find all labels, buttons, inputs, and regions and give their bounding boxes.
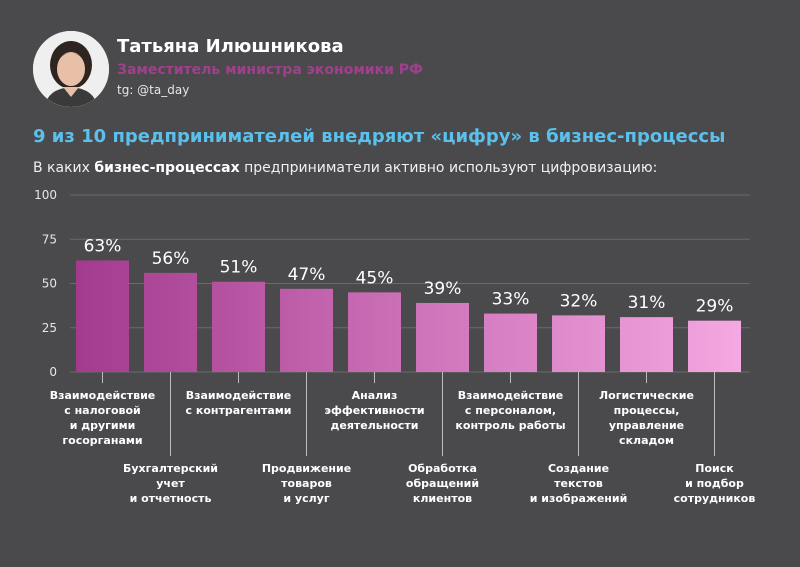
category-label: Взаимодействие с персоналом, контроль рабо… bbox=[455, 389, 565, 432]
y-tick-label: 100 bbox=[34, 188, 57, 202]
category-label: Создание текстов и изображений bbox=[530, 462, 628, 505]
category-label-line: учет bbox=[156, 477, 185, 490]
category-label: Анализ эффективности деятельности bbox=[324, 389, 424, 432]
category-label: Обработка обращений клиентов bbox=[406, 462, 479, 505]
category-label-line: Обработка bbox=[408, 462, 477, 475]
subtitle-text-start: В каких bbox=[33, 160, 95, 176]
author-photo bbox=[33, 31, 109, 107]
category-label: Поиск и подбор сотрудников bbox=[674, 462, 756, 505]
bar bbox=[280, 288, 333, 372]
category-label-line: Анализ bbox=[352, 389, 398, 402]
bar bbox=[348, 292, 401, 372]
category-label-line: складом bbox=[619, 434, 674, 447]
subtitle-text-bold: бизнес-процессах bbox=[94, 160, 240, 176]
category-label-line: деятельности bbox=[330, 419, 418, 432]
category-label-line: и другими bbox=[70, 419, 136, 432]
category-label: Бухгалтерский учет и отчетность bbox=[123, 462, 218, 505]
category-label-line: Продвижение bbox=[262, 462, 351, 475]
category-label-line: процессы, bbox=[614, 404, 680, 417]
author-avatar bbox=[33, 31, 109, 107]
chart-bars bbox=[76, 260, 741, 372]
category-label-line: клиентов bbox=[413, 492, 472, 505]
category-label-line: и отчетность bbox=[130, 492, 212, 505]
bar-value-label: 45% bbox=[356, 268, 394, 288]
bar-value-label: 31% bbox=[628, 293, 666, 313]
category-label-line: сотрудников bbox=[674, 492, 756, 505]
category-label-line: Взаимодействие bbox=[458, 389, 564, 402]
author-role: Заместитель министра экономики РФ bbox=[117, 62, 423, 78]
bar-value-label: 63% bbox=[84, 236, 122, 256]
category-label-line: Поиск bbox=[695, 462, 734, 475]
bar bbox=[416, 302, 469, 372]
bar-value-label: 39% bbox=[424, 279, 462, 299]
category-label-line: госорганами bbox=[62, 434, 142, 447]
author-header: Татьяна Илюшникова Заместитель министра … bbox=[0, 0, 800, 120]
category-label-line: Логистические bbox=[599, 389, 694, 402]
y-tick-label: 75 bbox=[42, 232, 57, 246]
category-label-line: с налоговой bbox=[64, 404, 141, 417]
bar-value-label: 51% bbox=[220, 258, 258, 278]
category-label-line: и подбор bbox=[685, 477, 744, 490]
bar bbox=[688, 320, 741, 372]
chart-title: 9 из 10 предпринимателей внедряют «цифру… bbox=[33, 126, 726, 147]
category-label-line: управление bbox=[609, 419, 684, 432]
bar-value-label: 29% bbox=[696, 297, 734, 317]
bar-value-label: 56% bbox=[152, 249, 190, 269]
category-label-line: Взаимодействие bbox=[186, 389, 292, 402]
category-label-line: товаров bbox=[281, 477, 332, 490]
bar bbox=[76, 260, 129, 372]
chart-subtitle: В каких бизнес-процессах предприниматели… bbox=[33, 160, 657, 176]
y-tick-label: 50 bbox=[42, 277, 57, 291]
category-label-line: текстов bbox=[554, 477, 603, 490]
category-label: Продвижение товаров и услуг bbox=[262, 462, 351, 505]
category-label-line: Взаимодействие bbox=[50, 389, 156, 402]
y-tick-label: 25 bbox=[42, 321, 57, 335]
y-tick-label: 0 bbox=[49, 365, 57, 379]
bar bbox=[212, 281, 265, 372]
bar bbox=[620, 317, 673, 372]
category-label-line: Создание bbox=[548, 462, 609, 475]
category-label: Взаимодействие с налоговой и другими госорг… bbox=[50, 389, 156, 447]
bar-value-label: 47% bbox=[288, 265, 326, 285]
category-label-line: эффективности bbox=[324, 404, 424, 417]
category-label-line: с контрагентами bbox=[186, 404, 292, 417]
category-label-line: Бухгалтерский bbox=[123, 462, 218, 475]
category-label: Логистические процессы, управление складом bbox=[599, 389, 694, 447]
bar-value-label: 32% bbox=[560, 291, 598, 311]
category-label-line: контроль работы bbox=[455, 419, 565, 432]
chart-labels: 0 25 50 75 100 63% Взаимодействие с налоговой и … bbox=[34, 188, 755, 505]
bar-value-label: 33% bbox=[492, 290, 530, 310]
bar bbox=[552, 315, 605, 372]
category-label-line: и изображений bbox=[530, 492, 628, 505]
author-telegram-handle[interactable]: tg: @ta_day bbox=[117, 83, 190, 97]
bar bbox=[484, 313, 537, 372]
category-label-line: обращений bbox=[406, 477, 479, 490]
author-name: Татьяна Илюшникова bbox=[117, 36, 344, 57]
subtitle-text-end: предприниматели активно используют цифро… bbox=[239, 160, 658, 176]
category-label: Взаимодействие с контрагентами bbox=[186, 389, 292, 417]
category-label-line: и услуг bbox=[283, 492, 329, 505]
bar bbox=[144, 272, 197, 372]
category-label-line: с персоналом, bbox=[465, 404, 556, 417]
